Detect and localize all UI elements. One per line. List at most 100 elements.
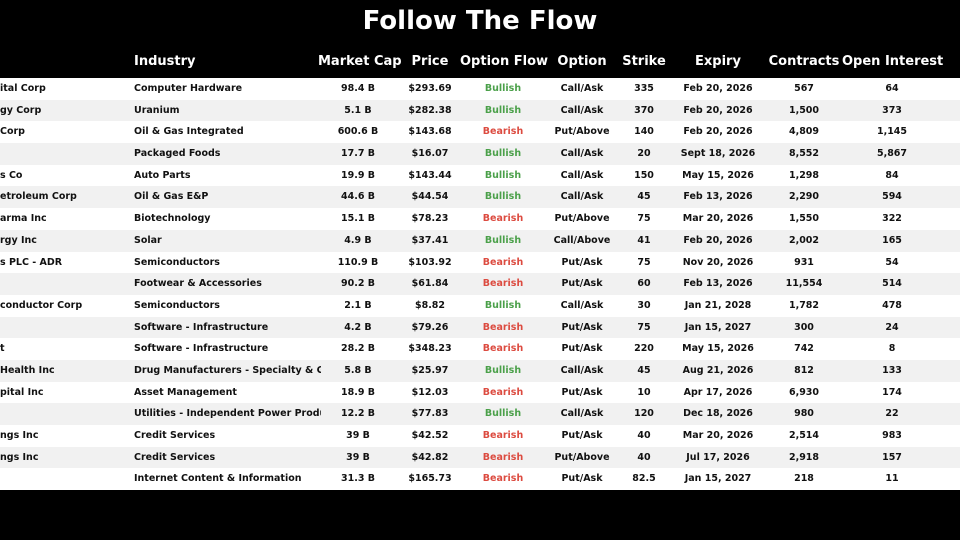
table-cell: Corp — [0, 126, 25, 138]
table-cell: t — [0, 343, 5, 355]
table-cell: Bullish — [484, 169, 522, 181]
table-cell: 2,290 — [788, 191, 820, 203]
table-cell: Call/Ask — [560, 364, 604, 376]
table-cell: ital Corp — [0, 83, 46, 94]
table-cell: Packaged Foods — [134, 148, 221, 160]
table-cell: Bearish — [482, 473, 524, 485]
column-header: Strike — [622, 54, 666, 69]
table-cell: Credit Services — [134, 430, 216, 441]
table-cell: Put/Above — [554, 213, 610, 225]
table-cell: 5.1 B — [344, 104, 372, 116]
table-cell: $293.69 — [408, 83, 452, 94]
table-cell: 10 — [637, 386, 651, 398]
table-cell: $42.52 — [411, 430, 449, 441]
table-cell: Jul 17, 2026 — [686, 451, 750, 463]
table-cell: $103.92 — [408, 256, 452, 268]
table-cell: 983 — [882, 430, 902, 441]
table-cell: 39 B — [346, 451, 370, 463]
table-cell: pital Inc — [0, 386, 44, 398]
table-cell: Semiconductors — [134, 299, 220, 311]
table-cell: 90.2 B — [341, 278, 375, 290]
table-cell: 514 — [882, 278, 902, 290]
table-cell: 600.6 B — [337, 126, 379, 138]
table-row: etroleum Corp Oil & Gas E&P 44.6 B $44.54 Bu… — [0, 186, 960, 209]
table-cell: $78.23 — [411, 213, 449, 225]
table-cell: Put/Ask — [561, 256, 603, 268]
table-cell: $12.03 — [411, 386, 449, 398]
table-cell: 28.2 B — [341, 343, 375, 355]
table-row: Footwear & Accessories 90.2 B $61.84 Bearis… — [0, 273, 960, 295]
table-cell: 567 — [794, 83, 814, 94]
table-cell: Feb 13, 2026 — [683, 191, 753, 203]
table-cell: 30 — [637, 299, 651, 311]
table-cell: Jan 15, 2027 — [684, 321, 752, 333]
table-cell: 4.9 B — [344, 234, 372, 246]
table-cell: 165 — [882, 234, 902, 246]
table-cell: Bullish — [484, 191, 522, 203]
table-cell: 1,298 — [788, 169, 820, 181]
table-cell: 82.5 — [632, 473, 656, 485]
table-cell: 75 — [637, 213, 651, 225]
table-cell: gy Corp — [0, 104, 42, 116]
table-cell: 370 — [634, 104, 654, 116]
table-cell: May 15, 2026 — [682, 343, 754, 355]
table-cell: 980 — [794, 408, 814, 420]
table-cell: 133 — [882, 364, 902, 376]
table-cell: 4,809 — [788, 126, 820, 138]
table-cell: 594 — [882, 191, 902, 203]
table-cell: 64 — [885, 83, 899, 94]
table-row: gy Corp Uranium 5.1 B $282.38 Bullish Call/As… — [0, 99, 960, 122]
table-cell: 5.8 B — [344, 364, 372, 376]
table-cell: 19.9 B — [341, 169, 375, 181]
table-cell — [0, 143, 124, 165]
column-header: Industry — [134, 54, 196, 69]
table-cell: Software - Infrastructure — [134, 343, 269, 355]
table-cell: Bearish — [482, 386, 524, 398]
table-cell: 1,145 — [876, 126, 908, 138]
table-cell: $42.82 — [411, 451, 449, 463]
table-cell: Put/Ask — [561, 386, 603, 398]
table-cell: 218 — [794, 473, 814, 485]
table-cell: Bullish — [484, 299, 522, 311]
table-cell: 60 — [637, 278, 651, 290]
table-cell: 45 — [637, 364, 651, 376]
table-cell: 220 — [634, 343, 654, 355]
table-cell: ngs Inc — [0, 430, 39, 441]
table-cell: Call/Ask — [560, 83, 604, 94]
column-header: Market Cap — [318, 54, 402, 69]
table-cell: 24 — [885, 321, 899, 333]
table-cell: Solar — [134, 234, 162, 246]
table-cell: Put/Above — [554, 451, 610, 463]
table-cell: Internet Content & Information — [134, 473, 302, 485]
table-cell: 84 — [885, 169, 899, 181]
table-cell — [0, 317, 124, 339]
table-row: pital Inc Asset Management 18.9 B $12.03 Bea… — [0, 381, 960, 404]
table-cell: etroleum Corp — [0, 191, 77, 203]
table-cell: 373 — [882, 104, 902, 116]
table-cell: 8,552 — [788, 148, 820, 160]
table-cell: 98.4 B — [341, 83, 375, 94]
table-cell: Bearish — [482, 430, 524, 441]
table-row: conductor Corp Semiconductors 2.1 B $8.82 Bu… — [0, 294, 960, 317]
table-row: s PLC - ADR Semiconductors 110.9 B $103.92 B… — [0, 251, 960, 274]
column-header: Open Interest — [842, 54, 944, 69]
table-cell: Jan 15, 2027 — [684, 473, 752, 485]
table-cell: Semiconductors — [134, 256, 220, 268]
table-cell: Biotechnology — [134, 213, 211, 225]
table-row: t Software - Infrastructure 28.2 B $348.23 B… — [0, 338, 960, 360]
table-cell: Bearish — [482, 343, 524, 355]
table-row: s Co Auto Parts 19.9 B $143.44 Bullish Call/A… — [0, 164, 960, 187]
table-cell: 300 — [794, 321, 814, 333]
table-cell: rgy Inc — [0, 234, 37, 246]
table-cell: Software - Infrastructure — [134, 321, 269, 333]
table-header: Industry Market Cap Price Option Flow Option… — [0, 51, 960, 75]
table-row: ngs Inc Credit Services 39 B $42.52 Bearish P… — [0, 425, 960, 447]
table-cell: 20 — [637, 148, 651, 160]
table-cell: 6,930 — [788, 386, 820, 398]
table-row: Software - Infrastructure 4.2 B $79.26 Bear… — [0, 316, 960, 339]
table-cell: 41 — [637, 234, 651, 246]
table-cell: 15.1 B — [341, 213, 375, 225]
table-cell: Computer Hardware — [134, 83, 243, 94]
table-cell: Bullish — [484, 148, 522, 160]
table-cell: $165.73 — [408, 473, 452, 485]
